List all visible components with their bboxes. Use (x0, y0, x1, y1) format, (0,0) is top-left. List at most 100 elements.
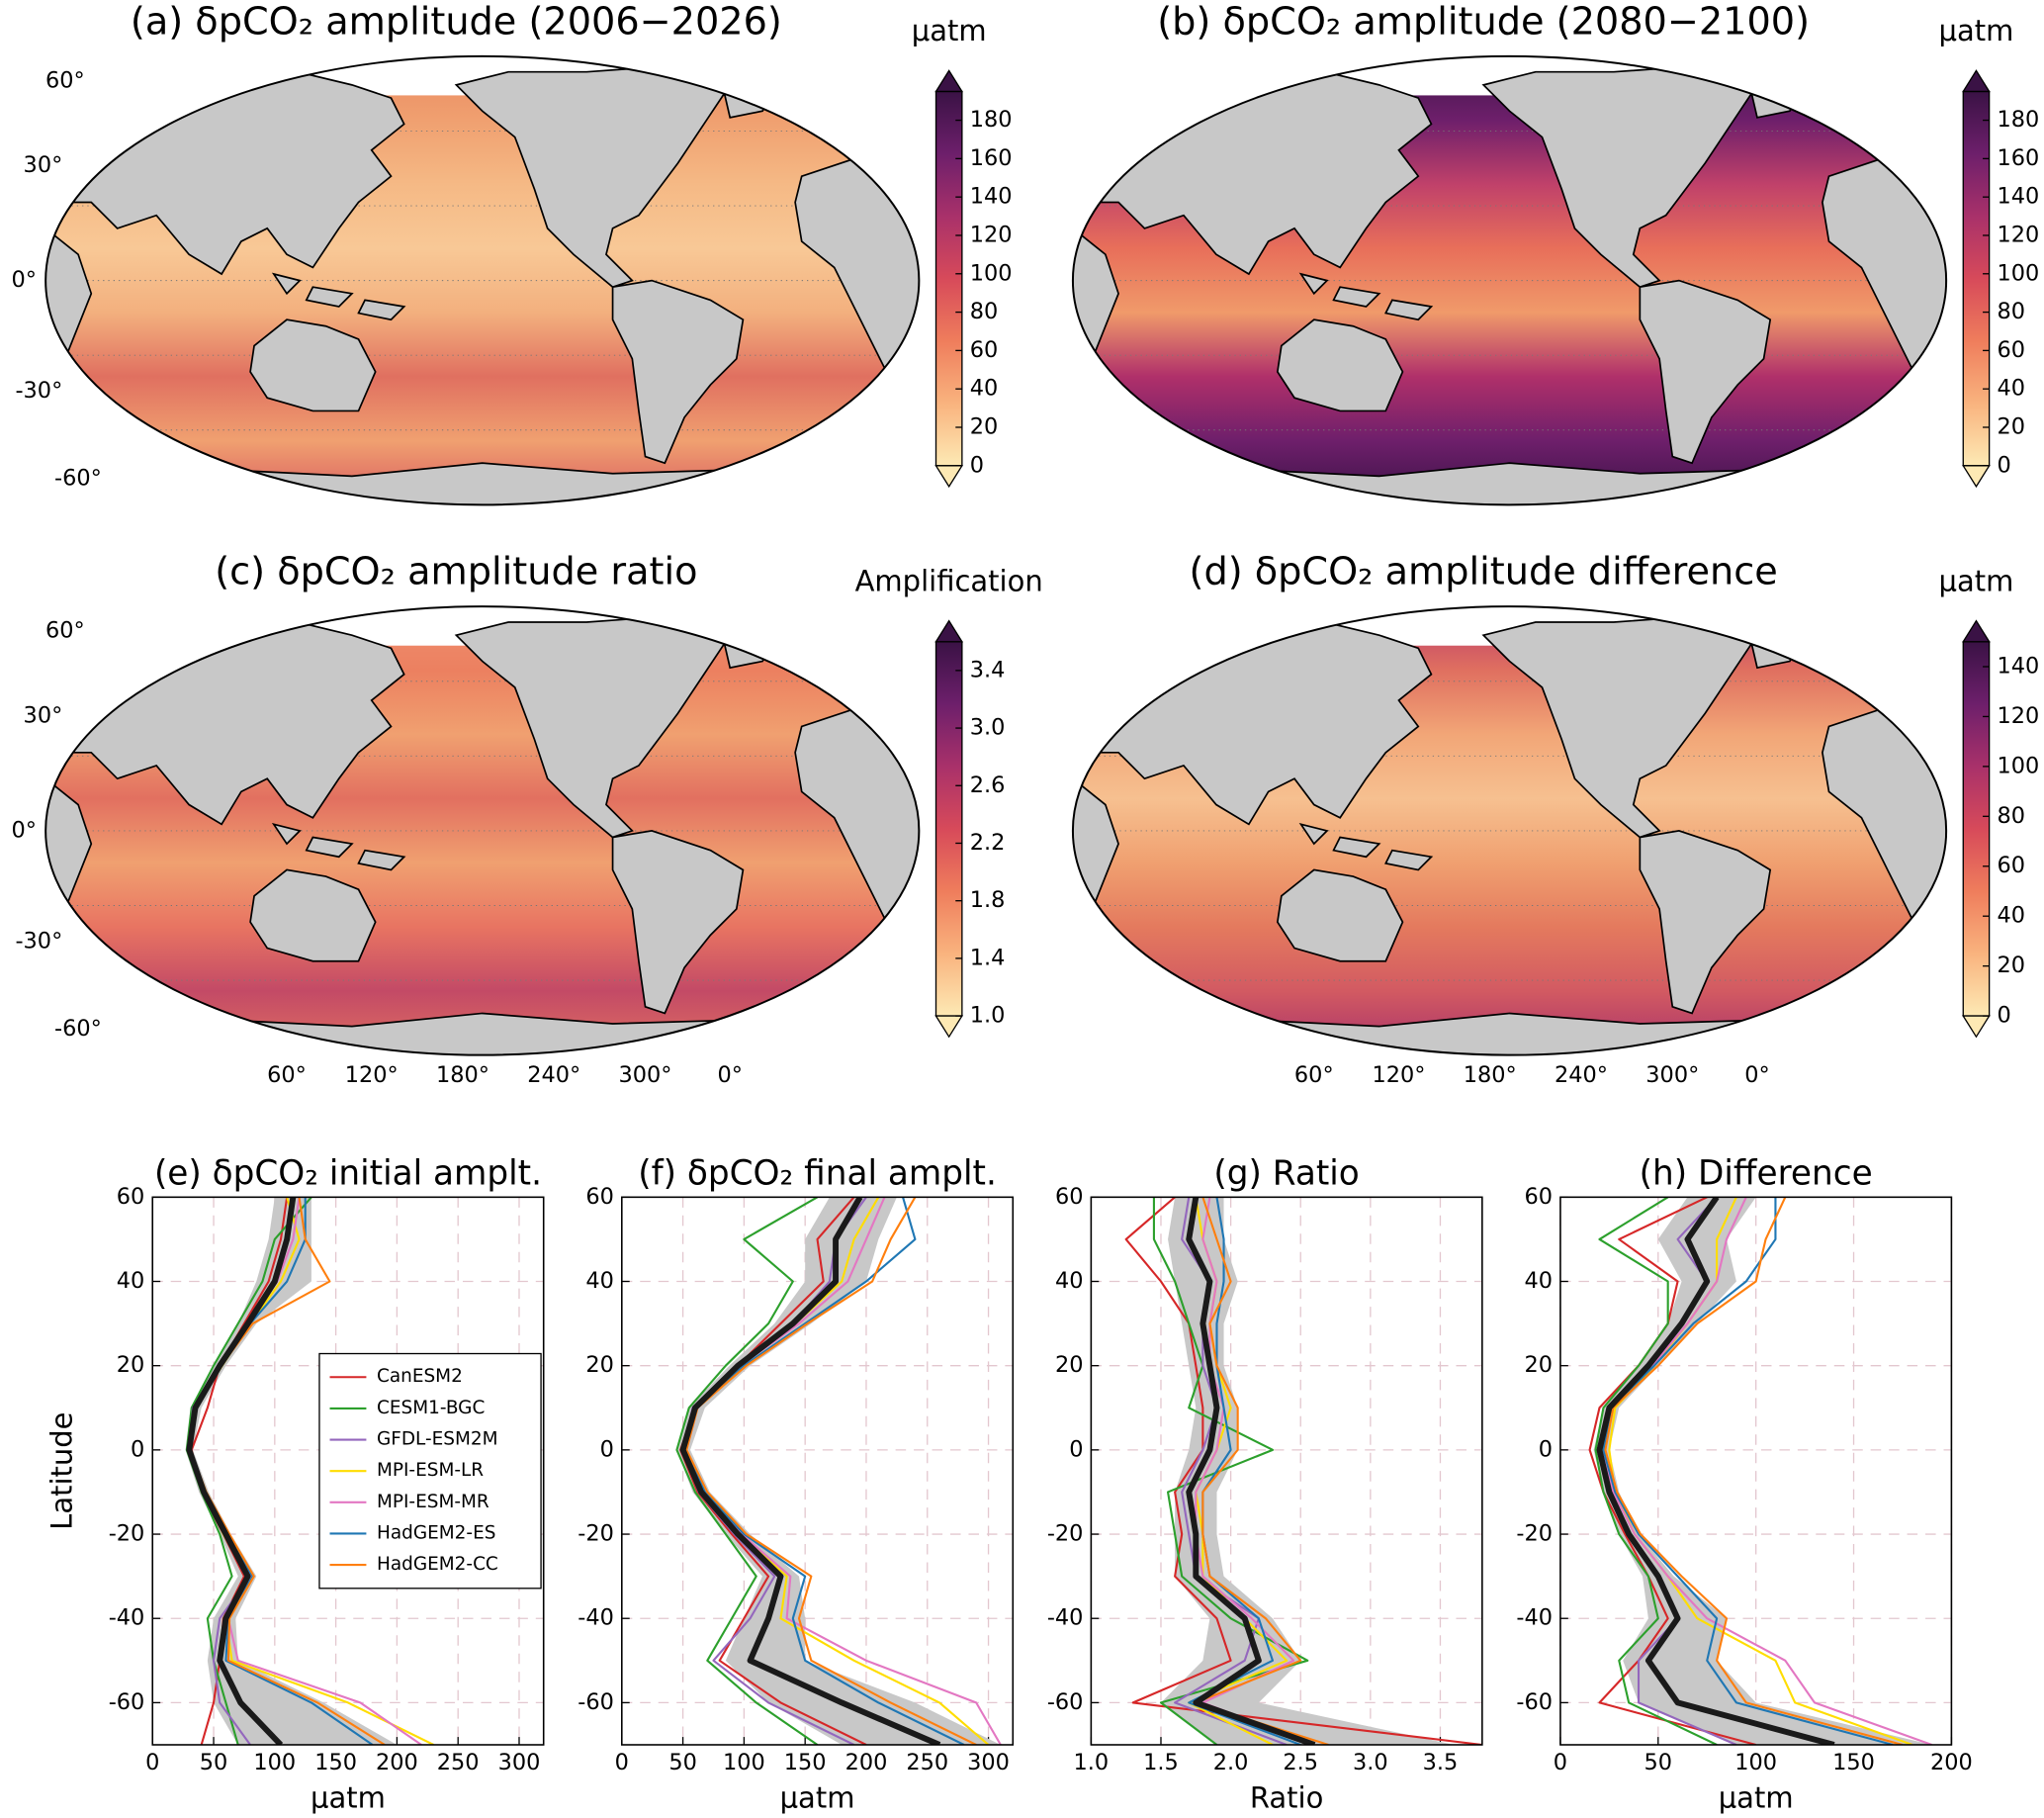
model-line (1594, 1197, 1718, 1745)
map-outline (1071, 605, 1948, 1056)
y-tick-label: 60 (117, 1184, 145, 1210)
y-tick-label: -40 (109, 1605, 145, 1631)
lon-label: 180° (436, 1062, 489, 1088)
y-tick-label: 40 (117, 1268, 145, 1294)
colorbar-tick-label: 2.6 (970, 773, 1006, 798)
colorbar-label: μatm (1939, 564, 2014, 597)
plot-data (1124, 1197, 1482, 1745)
y-tick-label: 0 (131, 1436, 144, 1462)
x-tick-label: 150 (314, 1750, 357, 1775)
x-tick-label: 150 (784, 1750, 827, 1775)
plot-data (1588, 1197, 1932, 1745)
colorbar-tick-label: 120 (1998, 703, 2040, 729)
lon-label: 60° (1294, 1062, 1334, 1088)
x-tick-label: 100 (723, 1750, 765, 1775)
x-tick-label: 3.5 (1423, 1750, 1459, 1775)
y-tick-label: 0 (1069, 1436, 1083, 1462)
plot-title: (e) δpCO₂ initial amplt. (154, 1153, 542, 1193)
colorbar-tick-label: 80 (970, 299, 999, 324)
y-tick-label: -40 (1047, 1605, 1084, 1631)
ensemble-mean (679, 1197, 941, 1745)
y-tick-label: -20 (578, 1521, 614, 1547)
x-tick-label: 2.5 (1283, 1750, 1318, 1775)
colorbar-label: μatm (912, 14, 987, 47)
x-axis-label: μatm (780, 1780, 855, 1814)
colorbar-tick-label: 100 (1998, 260, 2040, 286)
lat-label: 0° (11, 817, 36, 843)
colorbar-tick-label: 40 (970, 376, 999, 402)
y-tick-label: -60 (109, 1689, 145, 1715)
map-outline (1071, 54, 1948, 506)
map-title: (c) δpCO₂ amplitude ratio (215, 551, 697, 594)
lat-label: -60° (54, 465, 102, 491)
x-tick-label: 200 (376, 1750, 418, 1775)
x-tick-label: 0 (1554, 1750, 1567, 1775)
map-body (1072, 606, 1947, 1055)
x-tick-label: 2.0 (1213, 1750, 1249, 1775)
y-tick-label: 40 (585, 1268, 614, 1294)
x-tick-label: 100 (253, 1750, 296, 1775)
map: 60° 30° 0° -30° -60° 60° 120° 180° 240° 300° 0° (11, 605, 921, 1088)
colorbar-label: μatm (1939, 14, 2014, 47)
legend-label: CanESM2 (377, 1366, 463, 1387)
x-tick-label: 250 (437, 1750, 480, 1775)
colorbar-tick-label: 100 (1998, 753, 2040, 778)
lon-label: 240° (527, 1062, 580, 1088)
ensemble-mean (1596, 1197, 1835, 1745)
legend: CanESM2 CESM1-BGC GFDL-ESM2M MPI-ESM-LR MPI-… (318, 1352, 542, 1590)
lat-label: 0° (11, 267, 36, 293)
colorbar-extend-bottom (934, 1015, 964, 1039)
colorbar-tick-label: 60 (1998, 853, 2026, 878)
colorbar (1962, 641, 1991, 1017)
x-tick-label: 0 (615, 1750, 629, 1775)
lon-label: 300° (1645, 1062, 1699, 1088)
colorbar-tick-label: 3.0 (970, 715, 1006, 741)
y-tick-label: 60 (1055, 1184, 1084, 1210)
colorbar-tick-label: 1.8 (970, 887, 1006, 913)
y-tick-label: 60 (1525, 1184, 1554, 1210)
y-tick-label: -60 (1047, 1689, 1084, 1715)
lat-label: 30° (24, 702, 63, 728)
map-title: (b) δpCO₂ amplitude (2080−2100) (1157, 0, 1810, 44)
model-spread (676, 1197, 1001, 1745)
legend-label: MPI-ESM-LR (377, 1460, 484, 1481)
x-tick-label: 200 (845, 1750, 888, 1775)
y-tick-label: -20 (1516, 1521, 1553, 1547)
map-body (1072, 55, 1947, 505)
y-tick-label: -60 (1516, 1689, 1553, 1715)
colorbar-tick-label: 20 (1998, 953, 2026, 978)
colorbar-tick-label: 40 (1998, 903, 2026, 929)
x-tick-label: 3.0 (1353, 1750, 1388, 1775)
lat-label: -60° (54, 1016, 102, 1042)
model-line (1188, 1197, 1301, 1745)
plot-title: (g) Ratio (1213, 1153, 1359, 1193)
model-line (1602, 1197, 1894, 1745)
lon-label: 120° (1372, 1062, 1425, 1088)
colorbar-tick-label: 0 (1998, 452, 2011, 478)
map-outline (44, 605, 921, 1056)
model-line (1588, 1197, 1756, 1745)
colorbar-tick-label: 100 (970, 260, 1013, 286)
x-tick-label: 1.0 (1074, 1750, 1110, 1775)
map-title: (a) δpCO₂ amplitude (2006−2026) (131, 0, 782, 44)
colorbar-extend-top (1962, 619, 1991, 643)
legend-label: HadGEM2-ES (377, 1522, 495, 1543)
y-tick-label: -40 (578, 1605, 614, 1631)
x-tick-label: 50 (200, 1750, 228, 1775)
y-tick-label: -20 (109, 1521, 145, 1547)
x-tick-label: 200 (1930, 1750, 1973, 1775)
colorbar-extend-top (934, 619, 964, 643)
model-line (1604, 1197, 1904, 1745)
lat-label: 60° (45, 67, 85, 93)
colorbar-extend-bottom (1962, 465, 1991, 489)
colorbar-extend-top (1962, 69, 1991, 93)
colorbar-tick-label: 180 (970, 107, 1013, 133)
map-body (45, 55, 920, 505)
lat-label: -30° (15, 378, 62, 404)
map-body (45, 606, 920, 1055)
map: 60° 120° 180° 240° 300° 0° (1071, 605, 1948, 1088)
map-title: (d) δpCO₂ amplitude difference (1190, 551, 1778, 594)
y-axis-label: Latitude (45, 1411, 79, 1529)
colorbar-tick-label: 20 (1998, 413, 2026, 439)
